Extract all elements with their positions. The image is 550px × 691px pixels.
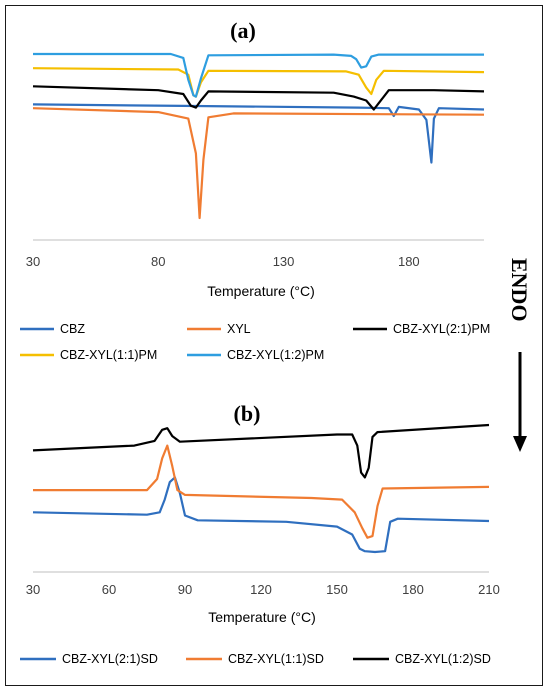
panel-a: (a) 30 80 130 180 Temperature (°C) CBZ XYL CB… <box>20 18 490 362</box>
legend-label: CBZ-XYL(1:2)PM <box>227 348 324 362</box>
legend-item: CBZ-XYL(1:2)PM <box>187 348 324 362</box>
legend-label: CBZ-XYL(1:2)SD <box>395 652 491 666</box>
panel-b-x-tick-label: 150 <box>326 582 348 597</box>
panel-b-x-tick-label: 120 <box>250 582 272 597</box>
legend-item: CBZ-XYL(2:1)SD <box>20 652 158 666</box>
panel-a-x-tick-label: 130 <box>273 254 295 269</box>
panel-b-x-tick-label: 30 <box>26 582 40 597</box>
panel-a-series-line <box>32 67 485 98</box>
legend-item: CBZ-XYL(2:1)PM <box>353 322 490 336</box>
legend-label: CBZ-XYL(1:1)PM <box>60 348 157 362</box>
legend-label: CBZ-XYL(2:1)SD <box>62 652 158 666</box>
legend-item: CBZ-XYL(1:2)SD <box>353 652 491 666</box>
panel-a-legend: CBZ XYL CBZ-XYL(2:1)PM CBZ-XYL(1:1)PM CBZ-XY… <box>20 322 490 362</box>
legend-label: CBZ-XYL(1:1)SD <box>228 652 324 666</box>
endo-label: ENDO <box>507 258 532 322</box>
panel-b-x-tick-label: 60 <box>102 582 116 597</box>
panel-b: (b) 30 60 90 120 150 180 210 Temperature (°C) … <box>20 401 500 666</box>
legend-label: CBZ <box>60 322 85 336</box>
legend-label: XYL <box>227 322 251 336</box>
panel-a-plot-area: 30 80 130 180 <box>26 52 485 269</box>
panel-b-legend: CBZ-XYL(2:1)SD CBZ-XYL(1:1)SD CBZ-XYL(1:2)… <box>20 652 491 666</box>
panel-a-x-tick-label: 80 <box>151 254 165 269</box>
arrow-down-icon <box>513 352 527 452</box>
panel-a-series-line <box>32 103 485 164</box>
legend-item: CBZ <box>20 322 85 336</box>
panel-a-xlabel: Temperature (°C) <box>207 283 315 299</box>
endo-indicator: ENDO <box>507 258 532 452</box>
panel-b-plot-area: 30 60 90 120 150 180 210 <box>26 423 500 597</box>
panel-b-series-line <box>32 423 490 479</box>
panel-a-series-line <box>32 107 485 220</box>
panel-b-series-line <box>33 444 490 539</box>
panel-a-series-line <box>32 85 485 111</box>
panel-a-x-tick-label: 30 <box>26 254 40 269</box>
panel-a-series-line <box>33 52 484 98</box>
panel-b-x-tick-label: 210 <box>478 582 500 597</box>
panel-b-series-line <box>32 476 490 554</box>
panel-b-x-tick-label: 180 <box>402 582 424 597</box>
panel-a-label: (a) <box>230 18 256 43</box>
panel-b-label: (b) <box>234 401 261 426</box>
legend-item: CBZ-XYL(1:1)PM <box>20 348 157 362</box>
legend-item: CBZ-XYL(1:1)SD <box>186 652 324 666</box>
panel-a-x-tick-label: 180 <box>398 254 420 269</box>
panel-b-xlabel: Temperature (°C) <box>208 609 316 625</box>
panel-b-x-tick-label: 90 <box>178 582 192 597</box>
legend-label: CBZ-XYL(2:1)PM <box>393 322 490 336</box>
legend-item: XYL <box>187 322 251 336</box>
